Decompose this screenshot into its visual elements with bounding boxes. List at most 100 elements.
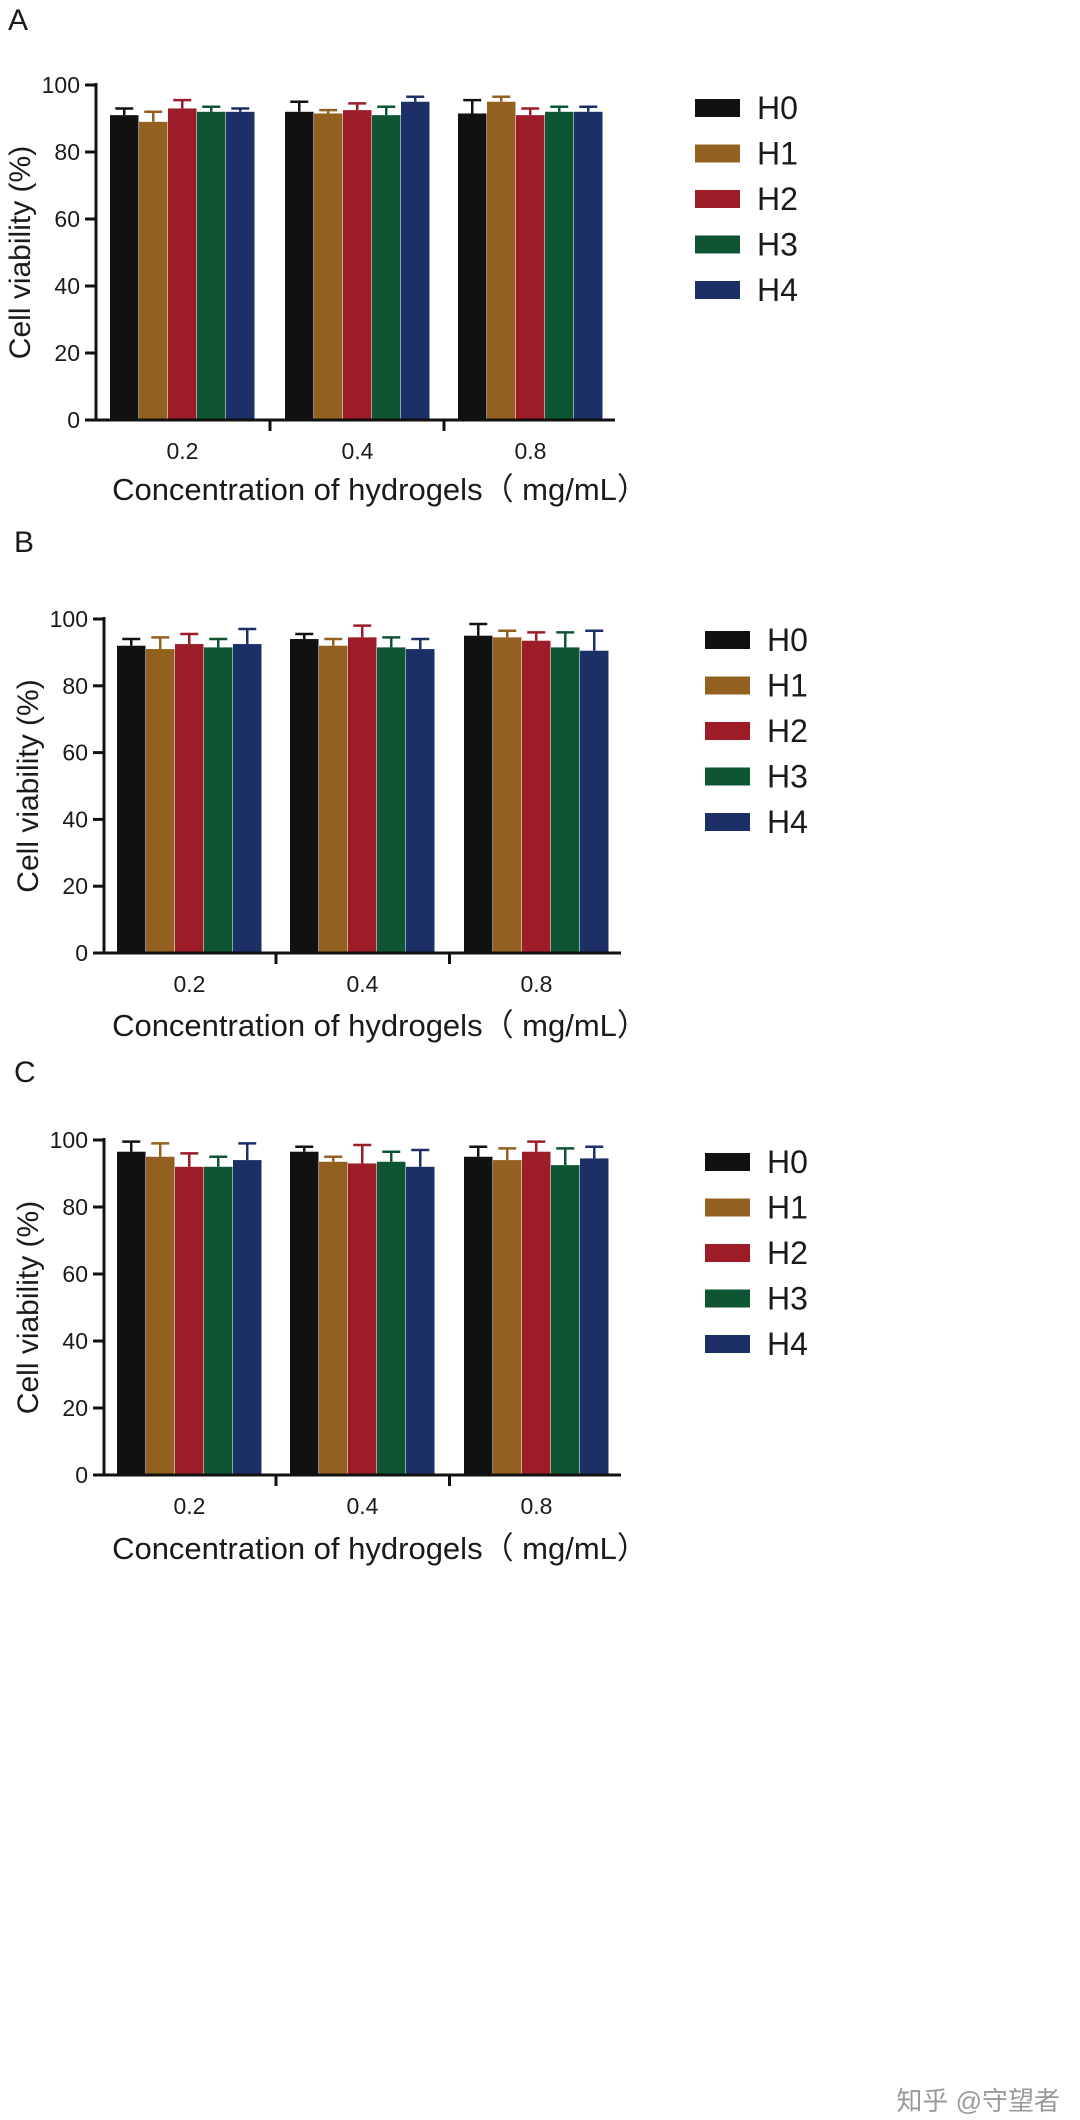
y-axis-title-a: Cell viability (%): [4, 146, 37, 359]
y-tick-label-b-40: 40: [62, 806, 88, 832]
bar-b-h3-0.2: [204, 647, 233, 953]
bar-c-h1-0.4: [319, 1161, 348, 1475]
bar-c-h1-0.8: [493, 1160, 522, 1475]
legend-label-a-h1: H1: [757, 136, 798, 172]
bar-a-h2-0.2: [168, 108, 197, 420]
y-tick-label-a-60: 60: [54, 206, 80, 232]
bar-a-h1-0.8: [487, 101, 516, 420]
panel-letter-c: C: [14, 1056, 36, 1089]
legend-swatch-a-h2: [695, 190, 740, 208]
y-axis-title-b: Cell viability (%): [12, 679, 45, 892]
bar-c-h3-0.4: [377, 1161, 406, 1475]
x-tick-label-b-0.4: 0.4: [347, 971, 379, 997]
y-tick-label-b-80: 80: [62, 673, 88, 699]
bar-b-h1-0.2: [146, 649, 175, 953]
x-tick-label-a-0.2: 0.2: [167, 438, 199, 464]
legend-label-c-h1: H1: [767, 1190, 808, 1226]
legend-label-b-h1: H1: [767, 668, 808, 704]
bar-b-h2-0.4: [348, 637, 377, 953]
bar-c-h0-0.8: [464, 1156, 493, 1475]
legend-label-a-h3: H3: [757, 227, 798, 263]
y-axis-title-c: Cell viability (%): [12, 1201, 45, 1414]
watermark: 知乎 @守望者: [896, 2086, 1060, 2116]
legend-swatch-c-h3: [705, 1289, 750, 1308]
bar-a-h3-0.4: [372, 115, 401, 421]
y-tick-label-a-40: 40: [54, 273, 80, 299]
legend-swatch-b-h1: [705, 676, 750, 695]
bar-b-h1-0.8: [493, 637, 522, 953]
bar-a-h0-0.2: [110, 115, 139, 421]
bar-c-h4-0.2: [233, 1160, 262, 1475]
y-tick-label-c-40: 40: [62, 1328, 88, 1354]
bar-b-h2-0.8: [522, 640, 551, 953]
legend-swatch-b-h3: [705, 767, 750, 786]
bar-a-h0-0.4: [285, 111, 314, 421]
y-tick-label-c-20: 20: [62, 1395, 88, 1421]
legend-label-b-h0: H0: [767, 622, 808, 658]
bar-a-h0-0.8: [458, 113, 487, 420]
legend-swatch-b-h4: [705, 813, 750, 831]
y-tick-label-a-0: 0: [67, 407, 80, 433]
x-tick-label-a-0.8: 0.8: [515, 438, 547, 464]
x-tick-label-c-0.2: 0.2: [174, 1493, 206, 1519]
legend-label-a-h4: H4: [757, 272, 798, 308]
panel-c: C 0 20 40 60 80 100 0.2 0.4 0.8 Concentration of h…: [12, 1056, 808, 1566]
legend-swatch-a-h0: [695, 99, 740, 117]
bar-c-h3-0.2: [204, 1166, 233, 1475]
x-tick-label-c-0.8: 0.8: [521, 1493, 553, 1519]
bar-c-h4-0.8: [580, 1158, 609, 1475]
legend-swatch-a-h1: [695, 144, 740, 163]
legend-swatch-b-h0: [705, 631, 750, 649]
bar-b-h4-0.4: [406, 649, 435, 953]
panel-letter-a: A: [8, 4, 28, 37]
bar-a-h1-0.2: [139, 121, 168, 420]
y-tick-label-a-80: 80: [54, 139, 80, 165]
bar-c-h2-0.4: [348, 1163, 377, 1475]
bar-b-h4-0.8: [580, 650, 609, 953]
x-tick-label-b-0.2: 0.2: [174, 971, 206, 997]
bar-b-h3-0.8: [551, 647, 580, 953]
y-tick-label-a-20: 20: [54, 340, 80, 366]
bar-a-h4-0.4: [401, 101, 430, 420]
bar-c-h2-0.8: [522, 1151, 551, 1475]
legend-swatch-c-h1: [705, 1198, 750, 1217]
bar-b-h0-0.8: [464, 635, 493, 953]
legend-label-c-h2: H2: [767, 1235, 808, 1271]
x-axis-title-a: Concentration of hydrogels（ mg/mL）: [112, 472, 648, 507]
panel-a: A 0 20 40 60 80 100 0.2 0.4 0.8 Concentration of h…: [4, 4, 798, 507]
panel-b: B 0 20 40 60 80 100 0.2 0.4 0.8 Concentration of h…: [12, 526, 808, 1043]
bar-a-h3-0.2: [197, 111, 226, 421]
x-axis-title-c: Concentration of hydrogels（ mg/mL）: [112, 1531, 648, 1566]
bar-c-h2-0.2: [175, 1166, 204, 1475]
legend-label-c-h3: H3: [767, 1281, 808, 1317]
legend-label-c-h4: H4: [767, 1326, 808, 1362]
bar-b-h4-0.2: [233, 644, 262, 953]
legend-label-b-h2: H2: [767, 713, 808, 749]
y-tick-label-a-100: 100: [42, 72, 80, 98]
legend-label-a-h2: H2: [757, 181, 798, 217]
bar-c-h0-0.2: [117, 1151, 146, 1475]
legend-swatch-c-h0: [705, 1153, 750, 1171]
y-tick-label-c-100: 100: [50, 1127, 88, 1153]
y-tick-label-c-0: 0: [75, 1462, 88, 1488]
bar-a-h2-0.4: [343, 110, 372, 420]
legend-label-a-h0: H0: [757, 90, 798, 126]
legend-label-b-h4: H4: [767, 804, 808, 840]
legend-swatch-a-h4: [695, 281, 740, 299]
bar-c-h1-0.2: [146, 1156, 175, 1475]
legend-swatch-c-h4: [705, 1335, 750, 1353]
x-tick-label-b-0.8: 0.8: [521, 971, 553, 997]
bar-c-h3-0.8: [551, 1165, 580, 1475]
bar-a-h4-0.2: [226, 111, 255, 421]
x-tick-label-c-0.4: 0.4: [347, 1493, 379, 1519]
bar-c-h4-0.4: [406, 1166, 435, 1475]
bar-b-h0-0.4: [290, 639, 319, 953]
legend-swatch-a-h3: [695, 235, 740, 254]
legend-swatch-c-h2: [705, 1244, 750, 1262]
bar-b-h1-0.4: [319, 645, 348, 953]
bar-a-h3-0.8: [545, 111, 574, 421]
legend-swatch-b-h2: [705, 722, 750, 740]
bar-b-h2-0.2: [175, 644, 204, 953]
x-tick-label-a-0.4: 0.4: [342, 438, 374, 464]
